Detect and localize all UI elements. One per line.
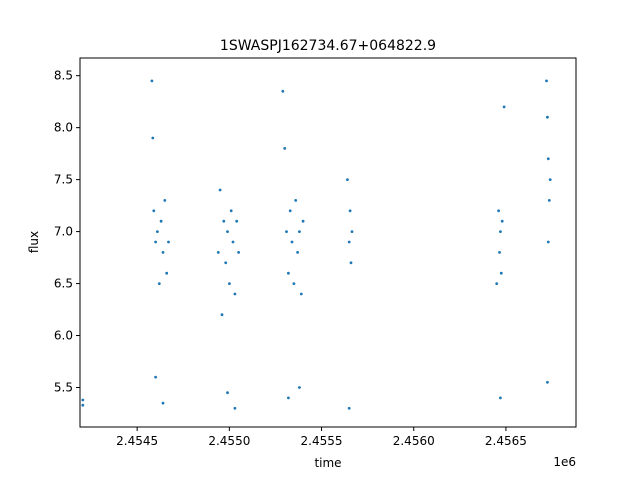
data-point [154,240,158,244]
data-point [298,230,301,234]
x-axis-ticks: 2.4545 2.4550 2.4555 2.4560 2.4565 [116,427,527,448]
y-tick-label: 5.5 [54,381,73,395]
data-point [81,398,85,402]
data-point [237,251,241,254]
data-point [154,375,158,379]
data-point [499,230,502,234]
data-point [545,79,548,83]
data-point [350,230,354,234]
x-tick-label: 2.4545 [116,434,158,448]
data-point [229,209,233,213]
data-point [161,401,165,405]
data-point [294,199,298,202]
data-point [233,406,237,410]
x-tick-label: 2.4550 [208,434,250,448]
data-point [283,147,287,150]
data-point [298,386,301,389]
data-point [165,271,169,275]
data-point [499,271,503,275]
data-point [159,219,163,223]
data-point [497,209,500,213]
data-point [347,406,351,410]
data-point [348,209,352,213]
x-tick-label: 2.4555 [301,434,343,448]
data-point [546,240,550,244]
data-point [281,89,285,93]
y-tick-label: 8.0 [54,121,73,135]
y-tick-label: 7.5 [54,173,73,187]
data-point [498,251,501,254]
data-point [81,403,85,407]
data-point [150,79,154,83]
data-point [287,396,290,400]
data-point [157,282,161,285]
data-point [156,230,159,234]
data-point [548,178,552,182]
y-tick-label: 7.0 [54,225,73,239]
data-point [346,178,349,182]
data-point [347,240,351,244]
x-tick-label: 2.4560 [393,434,435,448]
data-point [546,380,549,384]
data-point [292,282,296,285]
data-point [231,240,235,244]
data-point [226,391,229,395]
data-point [495,282,499,285]
data-point [296,251,299,254]
data-point [547,199,551,202]
data-point [285,230,288,234]
data-point [546,157,550,161]
data-point [499,396,502,400]
y-tick-label: 8.5 [54,69,73,83]
data-point [218,188,222,192]
plot-frame [79,57,577,428]
data-point [546,115,549,119]
data-point [216,251,220,254]
y-axis-label: flux [27,231,41,253]
data-point [287,271,290,275]
data-point [151,136,155,140]
data-point [500,219,504,223]
y-tick-label: 6.0 [54,329,73,343]
data-points [81,79,552,410]
data-point [224,261,228,265]
data-point [349,261,353,265]
y-tick-label: 6.5 [54,277,73,291]
data-point [233,292,237,296]
x-axis-offset-label: 1e6 [553,455,576,469]
data-point [299,292,303,296]
data-point [288,209,292,213]
data-point [226,230,229,234]
data-point [235,219,239,223]
data-point [167,240,170,244]
data-point [502,105,506,109]
data-point [161,251,165,254]
chart-title: 1SWASPJ162734.67+064822.9 [220,38,436,54]
data-point [222,219,226,223]
x-tick-label: 2.4565 [485,434,527,448]
x-axis-label: time [314,456,341,470]
y-axis-ticks: 5.5 6.0 6.5 7.0 7.5 8.0 8.5 [54,69,80,395]
data-point [301,219,305,223]
data-point [290,240,294,244]
data-point [228,282,231,285]
data-point [152,209,156,213]
data-point [220,313,224,317]
data-point [163,199,167,202]
